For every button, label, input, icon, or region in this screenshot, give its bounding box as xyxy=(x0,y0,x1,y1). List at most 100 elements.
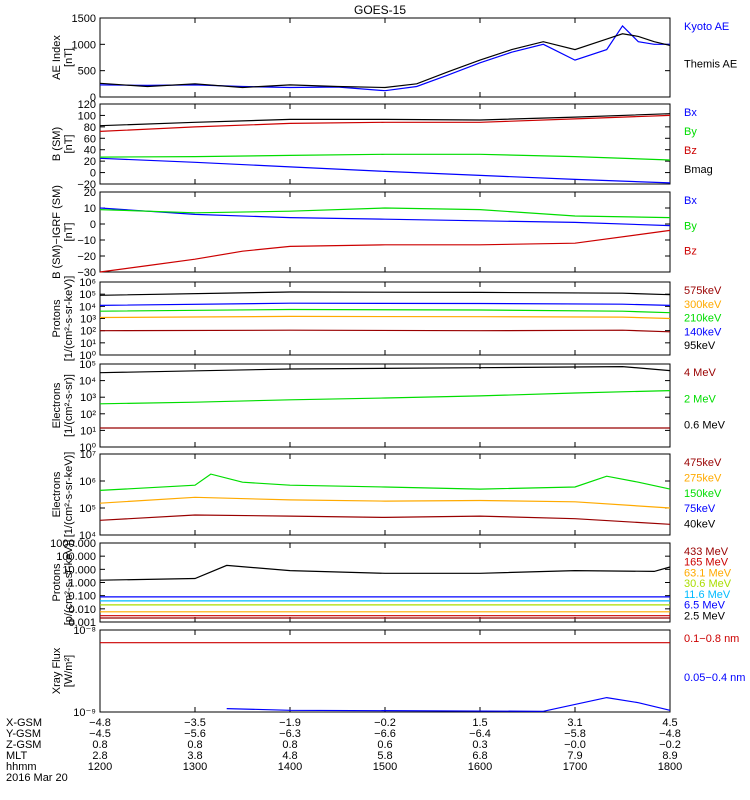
y-tick-label: −30 xyxy=(77,267,96,279)
legend-label: 210keV xyxy=(684,313,722,325)
legend-label: 11.6 MeV xyxy=(684,589,731,601)
row-value-hhmm: 1700 xyxy=(563,761,587,773)
row-value-ygsm: −5.8 xyxy=(564,728,586,740)
y-tick-label: 10² xyxy=(80,409,96,421)
y-tick-label: 0 xyxy=(90,168,96,180)
y-axis-label-line: [1/(cm²-s-sr-keV)] xyxy=(63,276,75,362)
row-value-mlt: 5.8 xyxy=(377,750,392,762)
y-tick-label: 10⁰ xyxy=(79,350,96,362)
y-tick-label: 20 xyxy=(84,187,96,199)
legend-label: 30.6 MeV xyxy=(684,578,732,590)
row-value-xgsm: −3.5 xyxy=(184,717,206,729)
y-axis-label-line: Electrons xyxy=(51,382,63,428)
y-axis-label: Electrons[1/(cm²-s-sr-keV)] xyxy=(51,452,75,538)
y-tick-label: 10⁴ xyxy=(79,530,96,542)
y-tick-label: 80 xyxy=(84,122,96,134)
row-value-ygsm: −4.8 xyxy=(659,728,681,740)
y-tick-label: 10⁷ xyxy=(80,449,96,461)
legend-label: 165 MeV xyxy=(684,557,729,569)
row-label-hhmm: hhmm xyxy=(6,761,37,773)
series-line-2.5 MeV xyxy=(99,564,671,581)
row-value-zgsm: 0.8 xyxy=(92,739,107,751)
legend-label: 140keV xyxy=(684,326,722,338)
legend-label: By xyxy=(684,220,697,232)
y-tick-label: 10¹ xyxy=(80,338,96,350)
row-value-zgsm: 0.8 xyxy=(282,739,297,751)
series-line-By xyxy=(99,153,671,161)
legend-label: 2 MeV xyxy=(684,393,716,405)
y-axis-label: Protons[1/(cm²-s-sr-keV)] xyxy=(51,276,75,362)
y-tick-label: 120 xyxy=(78,99,96,111)
panel-bigrf: −30 −20 −10 0 10 20 B (SM)−IGRF (SM)[nT] Bx By Bz xyxy=(51,185,697,279)
legend-label: 2.5 MeV xyxy=(684,610,726,622)
y-axis-label-line: [nT] xyxy=(63,223,75,242)
row-value-zgsm: 0.6 xyxy=(377,739,392,751)
y-tick-label: 1.000 xyxy=(68,578,96,590)
legend-label: Bz xyxy=(684,246,697,258)
y-tick-label: −20 xyxy=(77,251,96,263)
series-line-By xyxy=(99,207,671,219)
row-label-xgsm: X-GSM xyxy=(6,717,42,729)
legend-label: 63.1 MeV xyxy=(684,567,732,579)
series-line-140keV xyxy=(99,302,671,306)
legend-label: 0.05−0.4 nm xyxy=(684,672,745,684)
y-axis-label: AE Index[nT] xyxy=(51,35,75,80)
date-label: 2016 Mar 20 xyxy=(6,772,68,784)
series-line-Bx xyxy=(99,157,671,184)
legend-label: 95keV xyxy=(684,340,716,352)
row-label-ygsm: Y-GSM xyxy=(6,728,41,740)
row-value-hhmm: 1300 xyxy=(183,761,207,773)
legend-label: Bx xyxy=(684,107,697,119)
y-tick-label: 1000.000 xyxy=(50,538,96,550)
y-tick-label: 0 xyxy=(90,219,96,231)
row-value-xgsm: 1.5 xyxy=(472,717,487,729)
y-tick-label: −10 xyxy=(77,235,96,247)
legend-label: Bx xyxy=(684,195,697,207)
row-value-hhmm: 1200 xyxy=(88,761,112,773)
series-line-Bmag xyxy=(99,113,671,127)
y-tick-label: 10³ xyxy=(80,314,96,326)
row-value-ygsm: −4.5 xyxy=(89,728,111,740)
y-tick-label: 10² xyxy=(80,326,96,338)
y-axis-label-line: B (SM)−IGRF (SM) xyxy=(51,185,63,279)
row-value-hhmm: 1500 xyxy=(373,761,397,773)
row-label-zgsm: Z-GSM xyxy=(6,739,41,751)
series-line-Bz xyxy=(99,114,671,132)
y-tick-label: 10³ xyxy=(80,392,96,404)
row-value-xgsm: −4.8 xyxy=(89,717,111,729)
y-tick-label: 0.001 xyxy=(68,617,96,629)
series-line-Bx xyxy=(99,207,671,227)
y-axis-label-line: [p/(cm²-s-sr-keV)] xyxy=(63,540,75,626)
y-tick-label: 40 xyxy=(84,145,96,157)
y-tick-label: 10⁻⁹ xyxy=(73,707,96,719)
row-value-mlt: 6.8 xyxy=(472,750,487,762)
series-line-0.05−0.4 nm xyxy=(226,696,671,712)
series-line-Bz xyxy=(99,229,671,273)
row-value-zgsm: 0.3 xyxy=(472,739,487,751)
legend-label: 275keV xyxy=(684,472,722,484)
y-axis-label: Protons[p/(cm²-s-sr-keV)] xyxy=(51,540,75,626)
y-axis-label: B (SM)−IGRF (SM)[nT] xyxy=(51,185,75,279)
panel-xray: 10⁻⁹ 10⁻⁸ Xray Flux[W/m²] 0.1−0.8 nm 0.05−0.… xyxy=(51,625,745,719)
legend-label: 300keV xyxy=(684,299,722,311)
row-value-zgsm: −0.0 xyxy=(564,739,586,751)
legend-label: 433 MeV xyxy=(684,546,729,558)
y-tick-label: 10⁵ xyxy=(79,289,96,301)
row-value-xgsm: −1.9 xyxy=(279,717,301,729)
legend-label: 6.5 MeV xyxy=(684,600,726,612)
y-tick-label: 0.100 xyxy=(68,591,96,603)
y-tick-label: 0.010 xyxy=(68,604,96,616)
y-tick-label: −20 xyxy=(77,179,96,191)
series-line-210keV xyxy=(99,308,671,314)
row-value-mlt: 8.9 xyxy=(662,750,677,762)
legend-label: 4 MeV xyxy=(684,367,716,379)
series-line-275keV xyxy=(99,496,671,509)
y-tick-label: 10⁰ xyxy=(79,442,96,454)
y-tick-label: 10⁴ xyxy=(79,376,96,388)
y-tick-label: 10⁵ xyxy=(79,359,96,371)
y-tick-label: 500 xyxy=(78,66,96,78)
y-axis-label-line: Electrons xyxy=(51,471,63,517)
series-line-0.6 MeV xyxy=(99,365,671,374)
series-line-475keV xyxy=(99,514,671,525)
y-tick-label: 100.000 xyxy=(56,551,96,563)
